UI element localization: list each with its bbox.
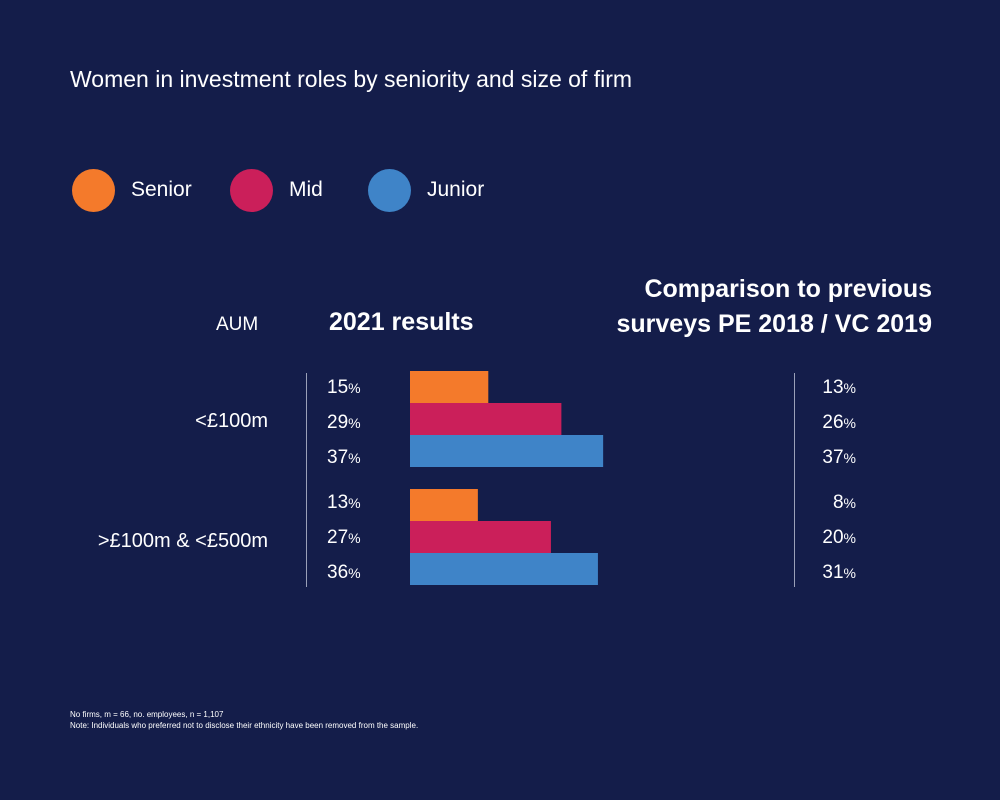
bar-mid-1 <box>410 521 551 553</box>
comparison-header-line1: Comparison to previous <box>644 275 932 303</box>
previous-value-label: 26% <box>822 412 856 433</box>
value-label: 36% <box>327 562 361 583</box>
bar-senior-1 <box>410 489 478 521</box>
previous-value-label: 20% <box>822 527 856 548</box>
legend-item-mid: Mid <box>230 168 323 212</box>
bar-senior-0 <box>410 371 489 403</box>
bar-junior-1 <box>410 553 598 585</box>
previous-value-label: 13% <box>822 377 856 398</box>
footnote-line2: Note: Individuals who preferred not to d… <box>70 721 419 730</box>
value-label: 27% <box>327 527 361 548</box>
value-label: 13% <box>327 492 361 513</box>
group-label-medium: >£100m & <£500m <box>97 530 268 552</box>
bar-junior-0 <box>410 435 604 467</box>
footnote: No firms, m = 66, no. employees, n = 1,1… <box>70 709 418 731</box>
left-divider <box>306 373 307 587</box>
previous-value-label: 37% <box>822 447 856 468</box>
legend-label-senior: Senior <box>131 178 192 201</box>
value-label: 37% <box>327 447 361 468</box>
results-header: 2021 results <box>329 308 474 336</box>
previous-value-label: 8% <box>832 492 856 513</box>
footnote-line1: No firms, m = 66, no. employees, n = 1,1… <box>70 710 224 719</box>
previous-value-label: 31% <box>822 562 856 583</box>
value-label: 15% <box>327 377 361 398</box>
aum-header: AUM <box>216 314 259 335</box>
comparison-header: Comparison to previous surveys PE 2018 /… <box>512 272 932 342</box>
comparison-header-line2: surveys PE 2018 / VC 2019 <box>616 310 932 338</box>
legend-swatch-senior <box>72 168 115 212</box>
legend-swatch-mid <box>230 168 273 212</box>
value-label: 29% <box>327 412 361 433</box>
group-label-small: <£100m <box>195 410 268 432</box>
bar-mid-0 <box>410 403 562 435</box>
legend-label-mid: Mid <box>289 178 323 201</box>
right-divider <box>794 373 795 587</box>
legend-label-junior: Junior <box>427 178 485 201</box>
chart-title: Women in investment roles by seniority a… <box>70 66 633 92</box>
legend-item-senior: Senior <box>72 168 192 212</box>
legend-item-junior: Junior <box>368 168 484 212</box>
legend-swatch-junior <box>368 168 411 212</box>
